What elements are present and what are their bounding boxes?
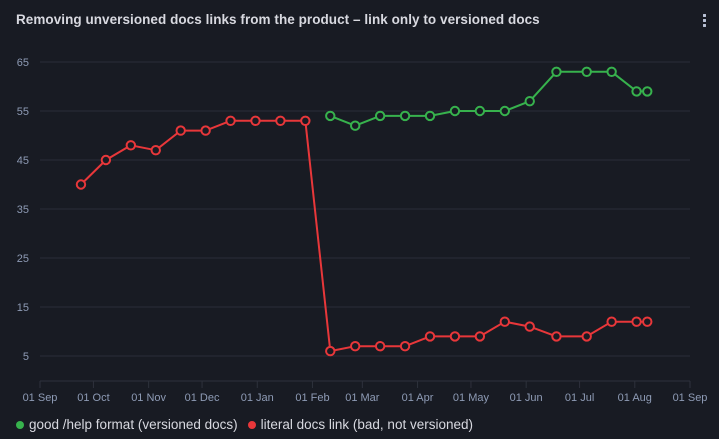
data-point[interactable] <box>551 331 562 342</box>
data-point[interactable] <box>374 110 386 122</box>
data-point[interactable] <box>350 120 361 131</box>
data-point[interactable] <box>424 331 436 342</box>
data-point[interactable] <box>175 125 186 136</box>
legend-label-bad: literal docs link (bad, not versioned) <box>260 417 473 432</box>
data-point[interactable] <box>642 86 653 97</box>
y-tick-label: 25 <box>17 253 29 265</box>
y-tick-label: 55 <box>17 106 29 118</box>
data-point[interactable] <box>300 115 311 127</box>
data-point[interactable] <box>642 316 653 327</box>
data-point[interactable] <box>275 115 286 127</box>
panel-title: Removing unversioned docs links from the… <box>16 12 540 27</box>
data-point[interactable] <box>449 105 461 117</box>
data-point[interactable] <box>499 316 510 327</box>
data-point[interactable] <box>250 115 261 127</box>
data-point[interactable] <box>150 145 161 156</box>
x-tick-label: 01 Mar <box>345 392 380 404</box>
data-point[interactable] <box>581 331 592 342</box>
data-point[interactable] <box>524 321 535 332</box>
kebab-menu-icon[interactable] <box>701 14 707 30</box>
legend-label-good: good /help format (versioned docs) <box>29 417 238 432</box>
data-point[interactable] <box>581 66 592 78</box>
data-point[interactable] <box>551 66 562 78</box>
legend-dot-green-icon <box>16 420 24 429</box>
data-point[interactable] <box>125 140 137 151</box>
line-chart: 5 15 25 35 45 55 65 01 Sep 01 Oct 01 Nov 01 Dec 01 … <box>17 57 708 404</box>
data-point[interactable] <box>100 154 112 166</box>
data-point[interactable] <box>631 316 642 327</box>
x-tick-label: 01 Dec <box>185 392 220 404</box>
data-point[interactable] <box>524 96 535 107</box>
legend-item-good[interactable]: good /help format (versioned docs) <box>16 417 238 432</box>
y-tick-label: 35 <box>17 204 29 216</box>
data-point[interactable] <box>424 110 436 122</box>
data-point[interactable] <box>474 105 486 117</box>
data-point[interactable] <box>225 115 236 127</box>
x-tick-label: 01 Nov <box>131 392 166 404</box>
y-tick-label: 45 <box>17 155 29 167</box>
x-tick-label: 01 Jan <box>241 392 274 404</box>
x-tick-label: 01 Sep <box>673 392 708 404</box>
data-point[interactable] <box>75 179 87 190</box>
y-tick-label: 65 <box>17 57 29 69</box>
data-point[interactable] <box>606 66 617 78</box>
data-point[interactable] <box>399 110 411 122</box>
data-point[interactable] <box>200 125 211 136</box>
data-point[interactable] <box>350 341 361 352</box>
x-tick-label: 01 Aug <box>618 392 652 404</box>
data-point[interactable] <box>499 105 510 117</box>
x-tick-label: 01 Feb <box>295 392 329 404</box>
data-point[interactable] <box>374 341 386 352</box>
data-point[interactable] <box>325 110 336 122</box>
x-tick-label: 01 Jun <box>510 392 543 404</box>
data-point[interactable] <box>474 331 486 342</box>
y-tick-label: 15 <box>17 302 29 314</box>
data-point[interactable] <box>399 341 411 352</box>
x-tick-label: 01 May <box>453 392 490 404</box>
data-point[interactable] <box>325 345 336 357</box>
x-tick-label: 01 Apr <box>402 392 434 404</box>
data-point[interactable] <box>631 86 642 97</box>
x-tick-label: 01 Oct <box>77 392 109 404</box>
series-line-bad <box>80 119 648 353</box>
x-tick-label: 01 Sep <box>23 392 58 404</box>
legend-item-bad[interactable]: literal docs link (bad, not versioned) <box>247 417 473 432</box>
data-point[interactable] <box>606 316 617 327</box>
x-tick-label: 01 Jul <box>565 392 594 404</box>
data-point[interactable] <box>449 331 461 342</box>
legend-dot-red-icon <box>247 420 256 429</box>
y-tick-label: 5 <box>23 351 29 363</box>
legend: good /help format (versioned docs) liter… <box>16 417 473 432</box>
